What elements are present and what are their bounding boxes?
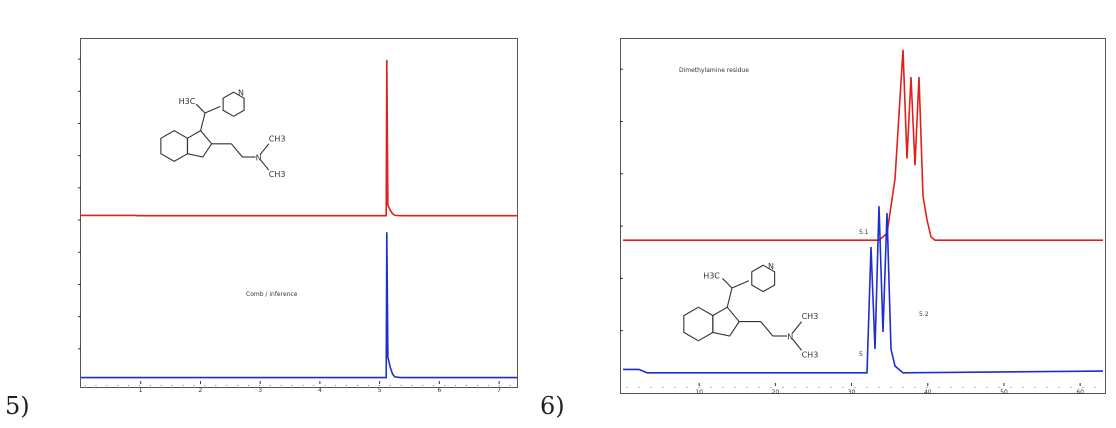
chart-panel-a: 1 2 3 4 5 6 7 Comb / inference: [78, 38, 518, 394]
chart-a-annotation: Comb / inference: [246, 291, 298, 298]
bond: [726, 287, 733, 308]
ring: [222, 91, 245, 117]
bond: [760, 321, 774, 337]
atom-label: N: [238, 88, 244, 97]
x-tick-label: 50: [1000, 389, 1008, 396]
series-line-0: [81, 59, 517, 217]
chart-b-annotation-4: 5: [859, 351, 863, 358]
atom-label: N: [787, 333, 793, 342]
atom-label: H3C: [179, 97, 196, 106]
ring: [751, 264, 776, 293]
x-tick-label: 20: [772, 389, 780, 396]
bond: [204, 105, 221, 114]
bond: [722, 278, 733, 289]
chart-panel-b: 10 20 30 40 50 60 Dimethylamine residue 5.1 5…: [620, 38, 1106, 396]
atom-label: CH3: [802, 351, 819, 360]
bond: [791, 321, 803, 334]
x-tick-label: 6: [437, 387, 441, 394]
atom-label: CH3: [269, 135, 286, 144]
ring: [683, 306, 714, 342]
x-tick-label: 2: [199, 387, 203, 394]
atom-label: CH3: [802, 312, 819, 321]
x-tick-label: 3: [258, 387, 262, 394]
bond: [731, 280, 750, 289]
x-tick-label: 4: [318, 387, 322, 394]
x-tick-label: 30: [848, 389, 856, 396]
series-line-0: [623, 49, 1103, 241]
bond: [195, 103, 206, 114]
molecule-structure-a: H3C N N CH3 CH3: [160, 88, 286, 179]
bond: [259, 158, 270, 171]
bond: [200, 112, 206, 131]
x-tick-label: 7: [497, 387, 501, 394]
ring: [186, 129, 213, 158]
x-tick-label: 10: [695, 389, 703, 396]
chart-b-annotation-3: 5.2: [919, 311, 929, 318]
ring: [712, 306, 740, 337]
bond: [259, 143, 270, 156]
panel-label-a: 5): [5, 392, 30, 420]
bond: [791, 338, 803, 351]
x-tick-label: 5: [378, 387, 382, 394]
series-line-1: [623, 206, 1104, 374]
x-tick-label: 60: [1076, 389, 1084, 396]
ring: [160, 129, 189, 163]
bond: [230, 143, 243, 158]
chart-b-annotation-2: 5.1: [859, 229, 869, 236]
chart-b-plot: 10 20 30 40 50 60: [620, 49, 1104, 396]
panel-label-b: 6): [540, 392, 565, 420]
atom-label: N: [768, 262, 774, 271]
atom-label: H3C: [703, 271, 720, 280]
chart-a-plot: 1 2 3 4 5 6 7: [78, 58, 517, 394]
series-line-1: [81, 232, 517, 379]
atom-label: CH3: [269, 170, 286, 179]
chart-b-annotation-0: Dimethylamine residue: [679, 67, 749, 74]
x-tick-label: 40: [924, 389, 932, 396]
atom-label: N: [256, 153, 262, 162]
x-tick-label: 1: [139, 387, 143, 394]
molecule-structure-b: H3C N N CH3 CH3: [683, 262, 819, 360]
